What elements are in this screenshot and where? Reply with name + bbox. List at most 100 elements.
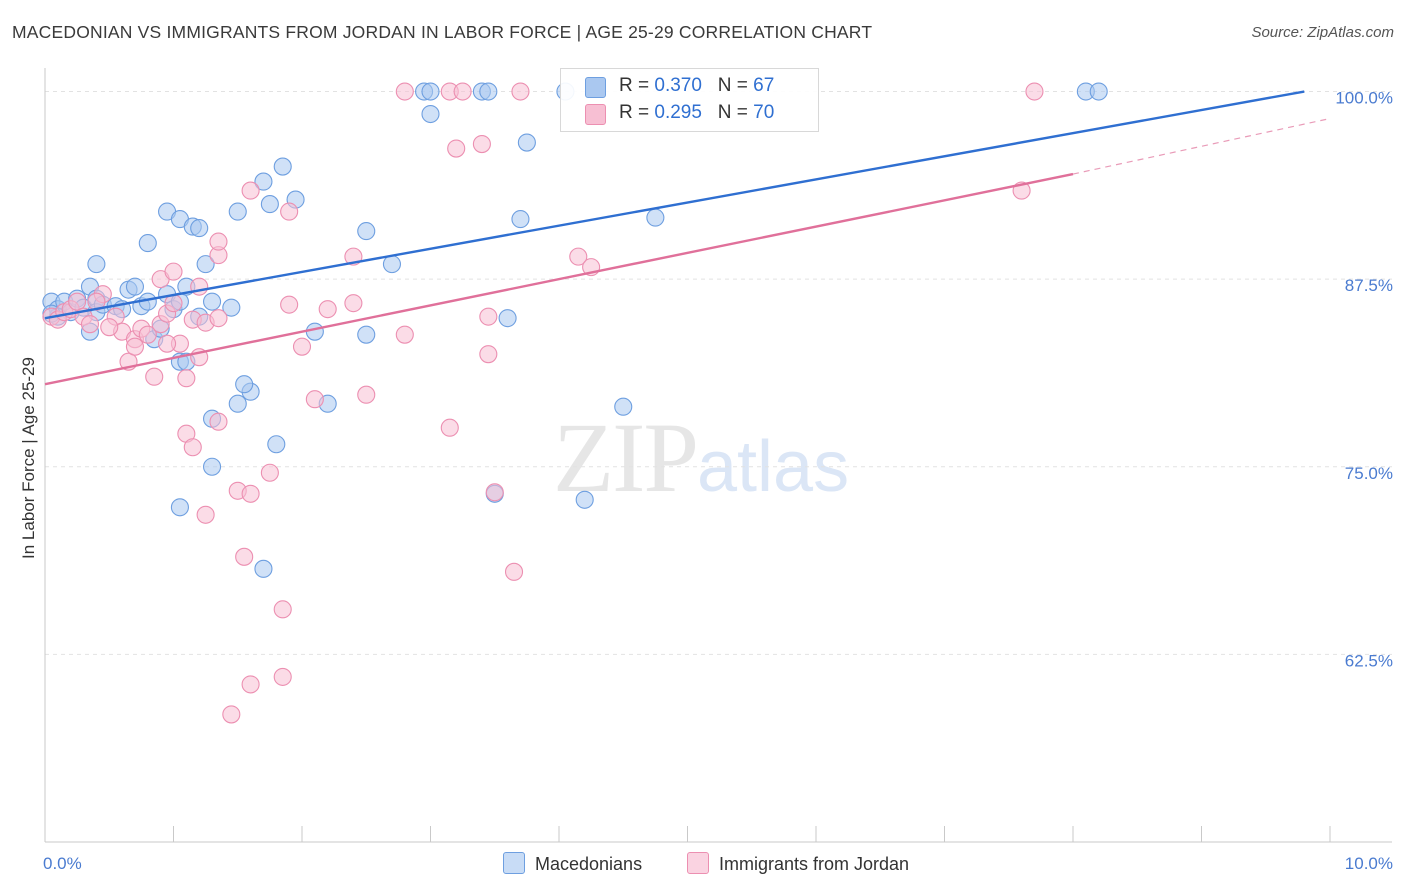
data-point [145, 367, 164, 386]
chart-title: MACEDONIAN VS IMMIGRANTS FROM JORDAN IN … [12, 22, 873, 42]
data-point [421, 82, 440, 101]
data-point [280, 202, 299, 221]
trend-lines [44, 90, 1331, 386]
data-point [241, 675, 260, 694]
data-point [254, 559, 273, 578]
data-point [222, 298, 241, 317]
data-point [196, 505, 215, 524]
data-point [203, 292, 222, 311]
data-point [421, 104, 440, 124]
data-point [183, 438, 202, 457]
data-point [138, 325, 157, 344]
x-tick-label: 10.0% [1345, 854, 1393, 873]
bottom-legend-macedonians: Macedonians [503, 852, 642, 875]
y-tick-label: 100.0% [1335, 89, 1393, 108]
watermark-zip: ZIP [553, 402, 699, 513]
data-point [498, 309, 517, 328]
trend-line [44, 90, 1305, 320]
data-point [254, 172, 273, 191]
data-point [190, 219, 209, 238]
legend-r-value: 0.295 [654, 102, 702, 123]
data-point [125, 277, 144, 296]
data-point [170, 498, 189, 517]
data-point [209, 232, 228, 251]
legend-r-label: R = [619, 102, 655, 123]
data-point [241, 181, 260, 200]
data-point [203, 457, 222, 476]
data-point [1025, 82, 1044, 101]
data-point [395, 325, 414, 344]
data-point [260, 195, 279, 214]
data-point [273, 600, 292, 619]
data-point [177, 369, 196, 388]
bottom-legend-swatch-pink [687, 852, 709, 874]
data-point [646, 208, 665, 227]
data-point [479, 345, 498, 364]
x-tick-label: 0.0% [43, 854, 82, 873]
data-point [196, 255, 215, 274]
data-point [485, 483, 504, 502]
legend-r-value: 0.370 [654, 75, 702, 96]
legend-n-value: 70 [753, 102, 775, 123]
legend-swatch-pink [585, 104, 606, 125]
data-point [447, 139, 466, 158]
data-point [273, 667, 292, 686]
data-point [273, 157, 292, 176]
data-point [209, 309, 228, 328]
data-point [222, 705, 241, 724]
gridlines [45, 91, 1392, 655]
legend-r-label: R = [619, 75, 655, 96]
data-point [68, 292, 87, 311]
data-point [357, 385, 376, 404]
data-points [42, 82, 1108, 724]
trend-line [44, 172, 1074, 386]
data-point [517, 133, 536, 152]
data-point [292, 337, 312, 356]
data-point [228, 394, 247, 413]
data-point [87, 292, 106, 311]
y-tick-label: 75.0% [1345, 464, 1393, 483]
data-point [569, 247, 588, 266]
data-point [357, 222, 376, 241]
data-point [138, 234, 157, 253]
data-point [511, 82, 530, 101]
bottom-legend-label: Immigrants from Jordan [719, 854, 910, 874]
data-point [395, 82, 414, 101]
data-point [614, 397, 633, 416]
source-credit: Source: ZipAtlas.com [1251, 24, 1394, 41]
data-point [472, 134, 491, 154]
y-tick-label: 62.5% [1345, 651, 1393, 670]
y-tick-label: 87.5% [1345, 276, 1393, 295]
data-point [235, 547, 254, 566]
data-point [575, 490, 594, 509]
data-point [87, 255, 106, 274]
legend-n-label: N = [717, 75, 754, 96]
data-point [1089, 82, 1108, 101]
bottom-legend-jordan: Immigrants from Jordan [687, 852, 909, 875]
data-point [158, 334, 177, 353]
data-point [267, 435, 286, 454]
legend-n-value: 67 [753, 75, 775, 96]
legend-text-blue: R = 0.370 N = 67 [619, 75, 774, 97]
data-point [80, 315, 100, 334]
data-point [357, 325, 376, 344]
data-point [479, 307, 498, 326]
data-point [228, 202, 247, 221]
tick-labels: 100.0% 87.5% 75.0% 62.5% 0.0% 10.0% [43, 89, 1393, 873]
data-point [125, 337, 144, 356]
y-axis-label: In Labor Force | Age 25-29 [19, 357, 38, 559]
data-point [504, 562, 524, 581]
data-point [344, 294, 363, 313]
legend-text-pink: R = 0.295 N = 70 [619, 102, 774, 124]
data-point [511, 210, 530, 229]
data-point [280, 295, 299, 314]
data-point [318, 300, 337, 319]
data-point [305, 322, 324, 341]
data-point [453, 82, 472, 101]
correlation-legend: R = 0.370 N = 67 R = 0.295 N = 70 [560, 68, 819, 132]
data-point [305, 390, 324, 409]
legend-swatch-blue [585, 77, 606, 98]
data-point [241, 484, 260, 503]
data-point [164, 262, 183, 281]
